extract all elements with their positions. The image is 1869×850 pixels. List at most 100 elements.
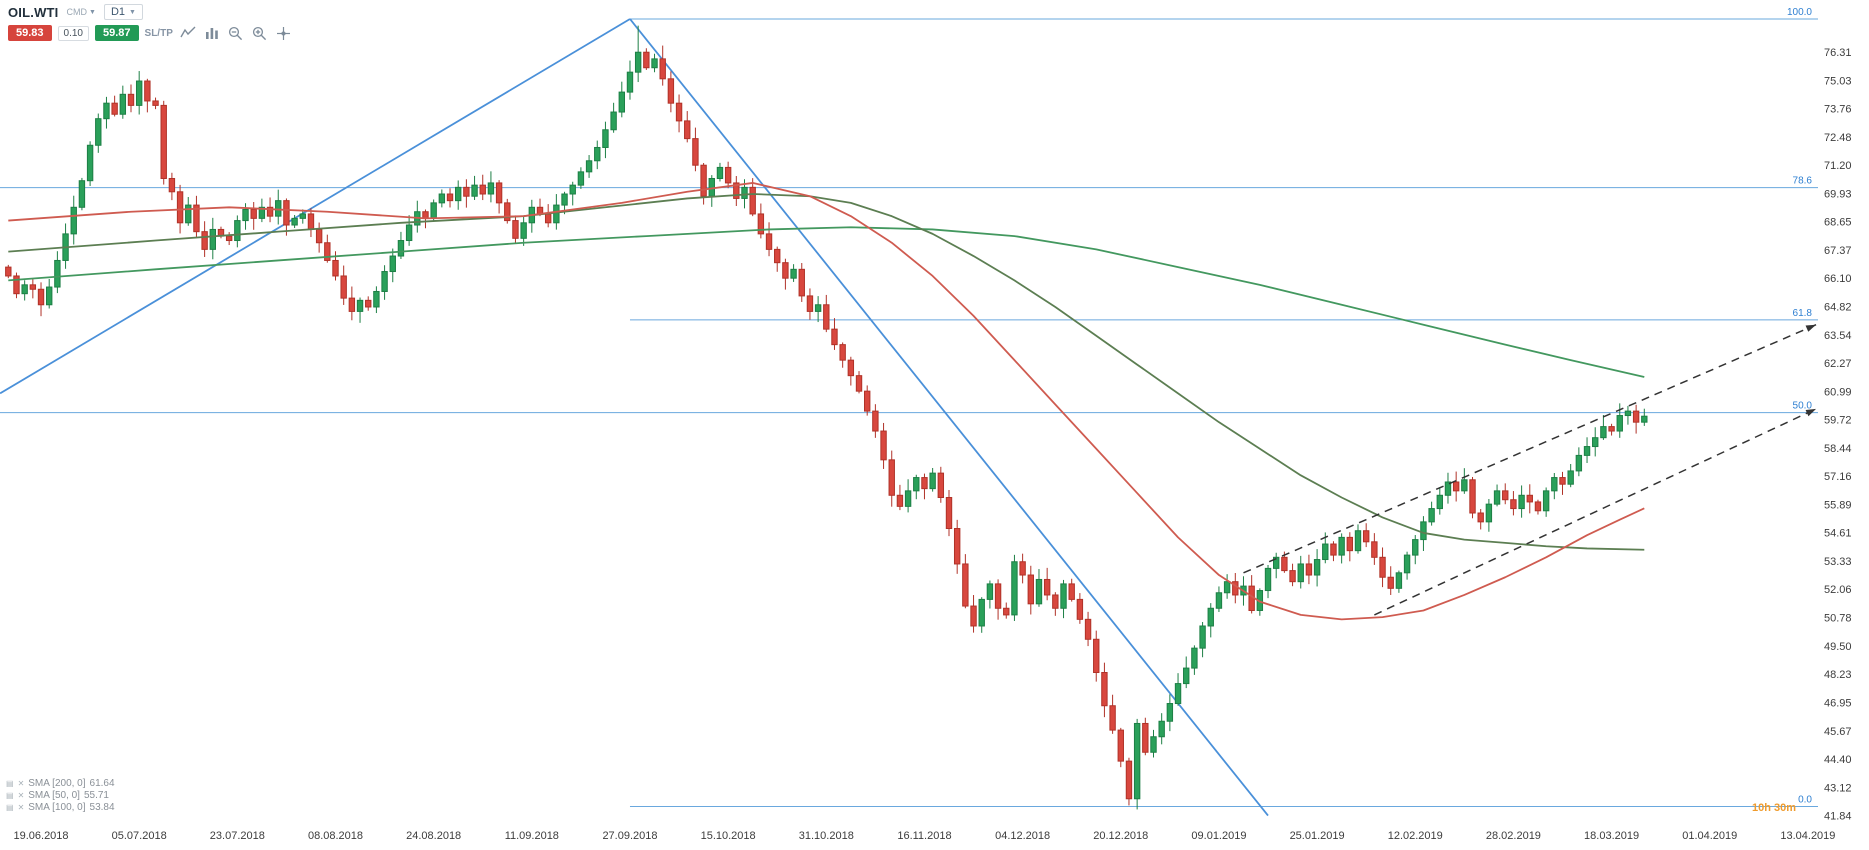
SMA 200 bbox=[8, 226, 1645, 378]
chevron-down-icon: ▼ bbox=[129, 8, 136, 16]
svg-text:62.27: 62.27 bbox=[1824, 358, 1852, 370]
sell-button[interactable]: 59.83 bbox=[8, 25, 52, 41]
svg-text:54.61: 54.61 bbox=[1824, 528, 1852, 540]
svg-text:04.12.2018: 04.12.2018 bbox=[995, 830, 1050, 842]
chart-type-icon[interactable] bbox=[203, 24, 221, 42]
svg-text:16.11.2018: 16.11.2018 bbox=[897, 830, 951, 842]
svg-text:69.93: 69.93 bbox=[1824, 188, 1852, 200]
price-axis[interactable]: 76.31 75.03 73.76 72.48 71.20 69.93 68.65 67.37… bbox=[1824, 47, 1852, 823]
indicator-row-sma50: ▤ ✕ SMA [50, 0] 55.71 bbox=[6, 790, 115, 801]
svg-text:52.06: 52.06 bbox=[1824, 584, 1852, 596]
svg-text:49.50: 49.50 bbox=[1824, 641, 1852, 653]
svg-text:78.6: 78.6 bbox=[1793, 176, 1813, 187]
svg-text:20.12.2018: 20.12.2018 bbox=[1093, 830, 1148, 842]
crosshair-icon[interactable] bbox=[275, 24, 293, 42]
instrument-type-dropdown[interactable]: CMD ▼ bbox=[67, 7, 96, 17]
indicator-row-sma200: ▤ ✕ SMA [200, 0] 61.64 bbox=[6, 778, 115, 789]
indicator-remove-icon[interactable]: ✕ bbox=[17, 802, 25, 812]
indicator-label: SMA [200, 0] bbox=[28, 778, 86, 789]
svg-text:15.10.2018: 15.10.2018 bbox=[701, 830, 756, 842]
svg-text:73.76: 73.76 bbox=[1824, 103, 1852, 115]
indicator-settings-icon[interactable]: ▤ bbox=[6, 802, 14, 812]
svg-text:48.23: 48.23 bbox=[1824, 669, 1852, 681]
spread-display: 0.10 bbox=[57, 25, 89, 41]
svg-text:55.89: 55.89 bbox=[1824, 499, 1852, 511]
svg-text:61.8: 61.8 bbox=[1793, 308, 1813, 319]
svg-text:12.02.2019: 12.02.2019 bbox=[1388, 830, 1443, 842]
svg-text:60.99: 60.99 bbox=[1824, 386, 1852, 398]
indicator-settings-icon[interactable]: ▤ bbox=[6, 778, 14, 788]
fib-retracement-layer: 100.0 78.6 61.8 50.0 0.0 bbox=[0, 7, 1818, 808]
chart-toolbar: OIL.WTI CMD ▼ D1 ▼ 59.83 0.10 59.87 SL/T… bbox=[8, 4, 293, 42]
quote-row: 59.83 0.10 59.87 SL/TP bbox=[8, 24, 293, 42]
svg-text:46.95: 46.95 bbox=[1824, 697, 1852, 709]
svg-text:23.07.2018: 23.07.2018 bbox=[210, 830, 265, 842]
indicators-icon[interactable] bbox=[179, 24, 197, 42]
svg-text:31.10.2018: 31.10.2018 bbox=[799, 830, 854, 842]
indicator-value: 53.84 bbox=[89, 802, 115, 813]
indicator-label: SMA [100, 0] bbox=[28, 802, 86, 813]
svg-text:59.72: 59.72 bbox=[1824, 415, 1852, 427]
svg-text:45.67: 45.67 bbox=[1824, 726, 1852, 738]
svg-text:76.31: 76.31 bbox=[1824, 47, 1852, 59]
svg-text:43.12: 43.12 bbox=[1824, 782, 1852, 794]
indicator-remove-icon[interactable]: ✕ bbox=[17, 790, 25, 800]
symbol-label: OIL.WTI bbox=[8, 4, 59, 20]
svg-text:53.33: 53.33 bbox=[1824, 556, 1852, 568]
uptrend-2018 bbox=[0, 18, 631, 395]
svg-text:58.44: 58.44 bbox=[1824, 443, 1852, 455]
indicator-legend: ▤ ✕ SMA [200, 0] 61.64 ▤ ✕ SMA [50, 0] 5… bbox=[6, 778, 115, 814]
instrument-type-label: CMD bbox=[66, 7, 88, 17]
indicator-settings-icon[interactable]: ▤ bbox=[6, 790, 14, 800]
svg-text:66.10: 66.10 bbox=[1824, 273, 1852, 285]
svg-text:50.78: 50.78 bbox=[1824, 613, 1852, 625]
trendlines-layer bbox=[0, 18, 1269, 817]
svg-text:72.48: 72.48 bbox=[1824, 132, 1852, 144]
dashed-projection-layer bbox=[1243, 324, 1817, 616]
svg-text:63.54: 63.54 bbox=[1824, 330, 1852, 342]
svg-text:18.03.2019: 18.03.2019 bbox=[1584, 830, 1639, 842]
svg-text:100.0: 100.0 bbox=[1787, 7, 1812, 18]
timeframe-label: D1 bbox=[110, 6, 125, 18]
indicator-value: 55.71 bbox=[83, 790, 109, 801]
svg-text:71.20: 71.20 bbox=[1824, 160, 1852, 172]
upper-projection bbox=[1243, 324, 1817, 574]
svg-text:27.09.2018: 27.09.2018 bbox=[602, 830, 657, 842]
buy-button[interactable]: 59.87 bbox=[95, 25, 139, 41]
svg-text:08.08.2018: 08.08.2018 bbox=[308, 830, 363, 842]
svg-text:13.04.2019: 13.04.2019 bbox=[1780, 830, 1835, 842]
instrument-row: OIL.WTI CMD ▼ D1 ▼ bbox=[8, 4, 293, 20]
svg-text:28.02.2019: 28.02.2019 bbox=[1486, 830, 1541, 842]
svg-text:67.37: 67.37 bbox=[1824, 245, 1852, 257]
indicator-label: SMA [50, 0] bbox=[28, 790, 80, 801]
svg-text:75.03: 75.03 bbox=[1824, 75, 1852, 87]
SMA 100 bbox=[8, 193, 1645, 551]
lower-projection bbox=[1374, 408, 1817, 616]
zoom-out-icon[interactable] bbox=[227, 24, 245, 42]
svg-text:24.08.2018: 24.08.2018 bbox=[406, 830, 461, 842]
svg-text:25.01.2019: 25.01.2019 bbox=[1290, 830, 1345, 842]
time-axis[interactable]: 19.06.2018 05.07.2018 23.07.2018 08.08.2018… bbox=[13, 830, 1835, 842]
svg-text:11.09.2018: 11.09.2018 bbox=[505, 830, 559, 842]
svg-text:68.65: 68.65 bbox=[1824, 217, 1852, 229]
timeframe-dropdown[interactable]: D1 ▼ bbox=[103, 4, 143, 20]
SMA 50 bbox=[8, 182, 1645, 621]
indicator-remove-icon[interactable]: ✕ bbox=[17, 778, 25, 788]
moving-averages-layer bbox=[8, 182, 1645, 621]
svg-text:64.82: 64.82 bbox=[1824, 302, 1852, 314]
indicator-value: 61.64 bbox=[89, 778, 115, 789]
svg-text:19.06.2018: 19.06.2018 bbox=[13, 830, 68, 842]
svg-text:09.01.2019: 09.01.2019 bbox=[1191, 830, 1246, 842]
svg-text:57.16: 57.16 bbox=[1824, 471, 1852, 483]
svg-text:0.0: 0.0 bbox=[1798, 795, 1812, 806]
candle-countdown: 10h 30m bbox=[1752, 802, 1797, 814]
downtrend-correction bbox=[629, 18, 1269, 817]
svg-text:05.07.2018: 05.07.2018 bbox=[112, 830, 167, 842]
svg-text:50.0: 50.0 bbox=[1793, 401, 1813, 412]
sltp-button[interactable]: SL/TP bbox=[144, 27, 173, 39]
zoom-in-icon[interactable] bbox=[251, 24, 269, 42]
svg-text:01.04.2019: 01.04.2019 bbox=[1682, 830, 1737, 842]
chevron-down-icon: ▼ bbox=[89, 8, 96, 16]
